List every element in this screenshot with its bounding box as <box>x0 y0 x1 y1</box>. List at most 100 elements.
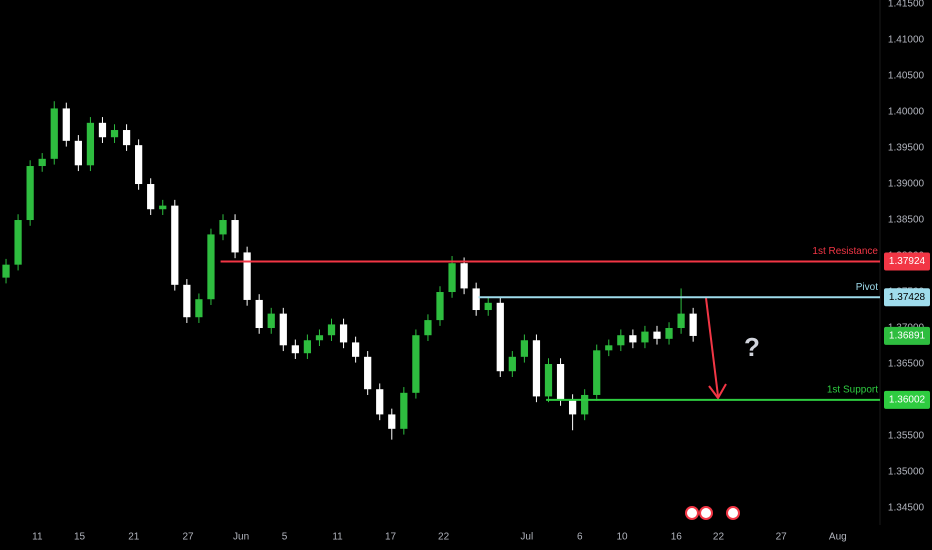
level-price-box <box>884 390 930 409</box>
candle-body <box>98 122 107 138</box>
x-tick-label: 17 <box>385 532 397 543</box>
x-tick-label: 10 <box>616 532 628 543</box>
candle-body <box>605 345 613 351</box>
y-tick-label: 1.34500 <box>888 503 925 514</box>
x-tick-label: 22 <box>438 532 450 543</box>
candle-body <box>424 320 432 336</box>
candle-body <box>303 340 312 354</box>
candle-body <box>520 340 528 357</box>
y-tick-label: 1.39000 <box>888 179 925 190</box>
level-name: Pivot <box>856 282 878 293</box>
candle-body <box>532 340 541 397</box>
question-mark: ? <box>744 332 760 362</box>
x-tick-label: 21 <box>128 532 140 543</box>
x-tick-label: Jul <box>520 532 533 543</box>
candle-body <box>472 288 480 311</box>
candle-body <box>147 184 155 210</box>
level-name: 1st Resistance <box>812 246 878 257</box>
candle-body <box>159 205 167 210</box>
candle-body <box>581 394 589 415</box>
level-name: 1st Support <box>827 385 878 396</box>
candle-body <box>195 299 203 318</box>
candle-body <box>339 324 348 343</box>
y-tick-label: 1.41500 <box>888 0 925 10</box>
y-tick-label: 1.35500 <box>888 431 925 442</box>
candle-body <box>279 313 287 346</box>
candle-body <box>267 313 275 329</box>
candle-body <box>14 220 22 265</box>
candle-body <box>327 324 336 336</box>
x-tick-label: Jun <box>233 532 249 543</box>
candle-body <box>219 220 227 235</box>
candle-body <box>50 108 58 159</box>
x-tick-label: 15 <box>74 532 86 543</box>
candle-body <box>689 313 697 336</box>
candle-body <box>74 140 82 166</box>
candle-body <box>665 328 673 339</box>
candle-body <box>641 331 649 343</box>
candle-body <box>135 145 143 185</box>
candle-body <box>556 364 565 401</box>
candle-body <box>460 263 468 289</box>
candle-body <box>291 345 299 354</box>
candle-body <box>388 414 396 429</box>
candle-body <box>171 205 179 285</box>
y-tick-label: 1.39500 <box>888 143 925 154</box>
y-tick-label: 1.40000 <box>888 107 925 118</box>
x-tick-label: 11 <box>332 532 343 543</box>
candle-body <box>207 234 215 300</box>
x-tick-label: Aug <box>829 532 847 543</box>
candle-body <box>617 335 625 346</box>
candle-body <box>364 356 372 390</box>
y-tick-label: 1.36500 <box>888 359 925 370</box>
x-tick-label: 6 <box>577 532 583 543</box>
event-icons <box>685 506 740 520</box>
candle-body <box>352 342 360 357</box>
candle-body <box>183 284 191 318</box>
level-price-label: 1.37428 <box>889 292 926 303</box>
last-price-label: 1.36891 <box>889 331 926 342</box>
y-tick-label: 1.35000 <box>888 467 925 478</box>
x-tick-label: 16 <box>671 532 683 543</box>
candle-body <box>484 302 492 311</box>
level-price-label: 1.37924 <box>889 256 926 267</box>
x-tick-label: 11 <box>32 532 43 543</box>
candle-body <box>376 389 384 415</box>
candle-body <box>593 350 601 395</box>
candle-body <box>26 166 34 221</box>
candle-body <box>436 292 444 321</box>
candle-body <box>400 392 408 429</box>
x-tick-label: 27 <box>776 532 788 543</box>
projection-arrow <box>705 297 727 400</box>
candle-body <box>315 335 324 341</box>
candle-body <box>653 331 661 339</box>
y-tick-label: 1.40500 <box>888 71 925 82</box>
candle-body <box>508 356 516 372</box>
candle-body <box>62 108 70 141</box>
level-price-box <box>884 252 930 271</box>
y-tick-label: 1.41000 <box>888 35 925 46</box>
candle-body <box>677 313 685 329</box>
last-price-box <box>884 326 930 345</box>
x-tick-label: 22 <box>713 532 725 543</box>
x-tick-label: 27 <box>182 532 194 543</box>
candle-body <box>243 252 251 300</box>
candle-body <box>544 364 553 397</box>
candle-body <box>110 130 119 138</box>
y-tick-label: 1.38500 <box>888 215 925 226</box>
candle-body <box>122 130 131 146</box>
candle-body <box>38 158 46 167</box>
x-tick-label: 5 <box>282 532 288 543</box>
candle-body <box>448 263 456 293</box>
candle-body <box>231 220 239 253</box>
candle-body <box>2 264 10 278</box>
level-price-label: 1.36002 <box>889 395 926 406</box>
candle-body <box>496 302 504 372</box>
candle-body <box>568 400 577 415</box>
candle-body <box>255 299 263 329</box>
level-price-box <box>884 288 930 307</box>
candle-body <box>629 335 637 343</box>
candle-body <box>412 335 420 393</box>
candle-body <box>86 122 95 166</box>
